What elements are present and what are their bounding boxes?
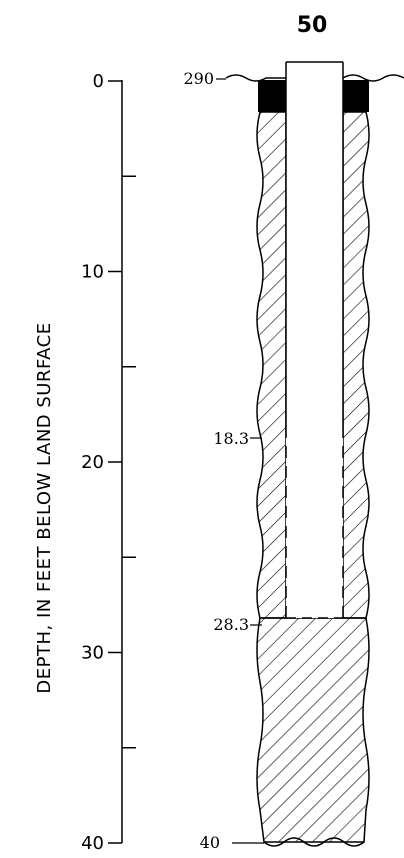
casing-interior (286, 62, 343, 618)
tick-label: 30 (81, 643, 104, 664)
tick-label: 20 (81, 452, 104, 473)
annulus-fill-left (256, 111, 287, 619)
tick-label: 10 (81, 262, 104, 283)
tick-label: 0 (93, 71, 104, 92)
total-depth-label: 40 (200, 833, 220, 852)
screen-top-label: 18.3 (213, 429, 249, 448)
open-hole-fill (256, 617, 370, 843)
land-surface-right (342, 74, 404, 82)
screen-bottom-label: 28.3 (213, 615, 249, 634)
annulus-fill-right (342, 111, 370, 619)
surface-seal-right (343, 80, 369, 112)
axis-ticks: 0 10 20 30 40 (81, 71, 136, 854)
well-number: 50 (297, 13, 328, 38)
tick-label: 40 (81, 833, 104, 854)
well-bottom (263, 837, 365, 847)
land-surface-left (225, 74, 286, 82)
axis-title: DEPTH, IN FEET BELOW LAND SURFACE (34, 322, 55, 693)
land-surface-altitude-label: 290 (183, 69, 214, 88)
surface-seal-left (258, 80, 286, 112)
